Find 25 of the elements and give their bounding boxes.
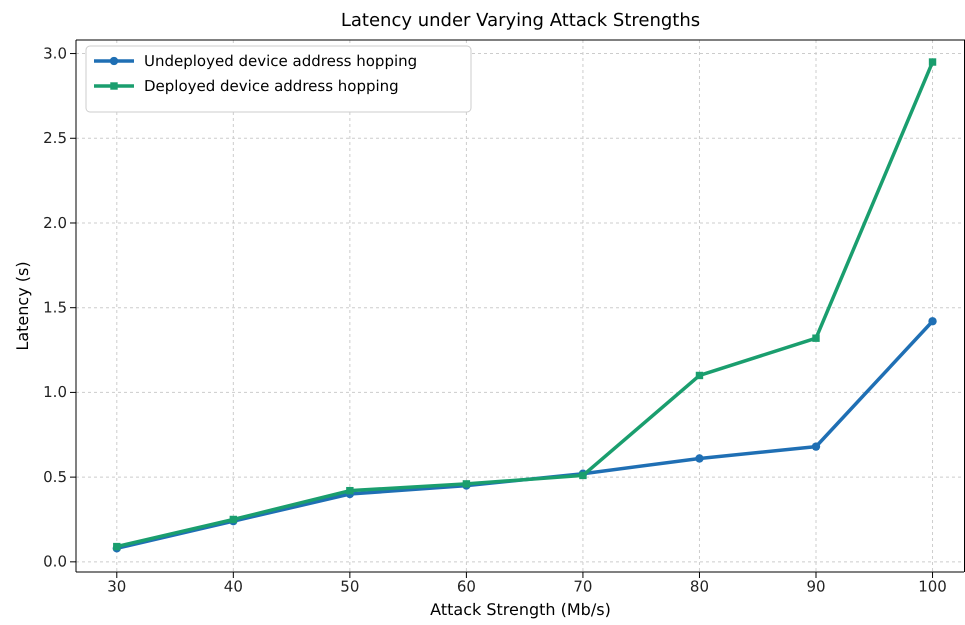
y-tick-label: 1.5 — [43, 298, 67, 316]
point — [346, 486, 354, 494]
x-tick-label: 30 — [107, 578, 126, 596]
point — [695, 454, 704, 463]
point — [928, 317, 937, 326]
y-tick-label: 2.0 — [43, 214, 67, 232]
y-tick-label: 0.5 — [43, 468, 67, 486]
chart-title: Latency under Varying Attack Strengths — [340, 10, 700, 31]
x-tick-label: 70 — [573, 578, 592, 596]
y-axis-title: Latency (s) — [13, 261, 32, 351]
point — [812, 334, 820, 342]
x-tick-label: 100 — [918, 578, 947, 596]
x-tick-label: 80 — [690, 578, 710, 596]
x-tick-label: 40 — [224, 578, 243, 596]
legend-label: Undeployed device address hopping — [144, 52, 418, 70]
x-tick-label: 60 — [456, 578, 476, 596]
y-tick-label: 3.0 — [43, 44, 67, 62]
y-tick-label: 1.0 — [43, 383, 67, 402]
y-tick-label: 0.0 — [43, 552, 67, 571]
y-tick-label: 2.5 — [43, 129, 67, 148]
x-tick-label: 90 — [806, 578, 826, 596]
point — [812, 442, 820, 451]
x-tick-label: 50 — [340, 578, 360, 596]
x-axis-title: Attack Strength (Mb/s) — [430, 600, 611, 619]
legend-label: Deployed device address hopping — [144, 77, 399, 95]
